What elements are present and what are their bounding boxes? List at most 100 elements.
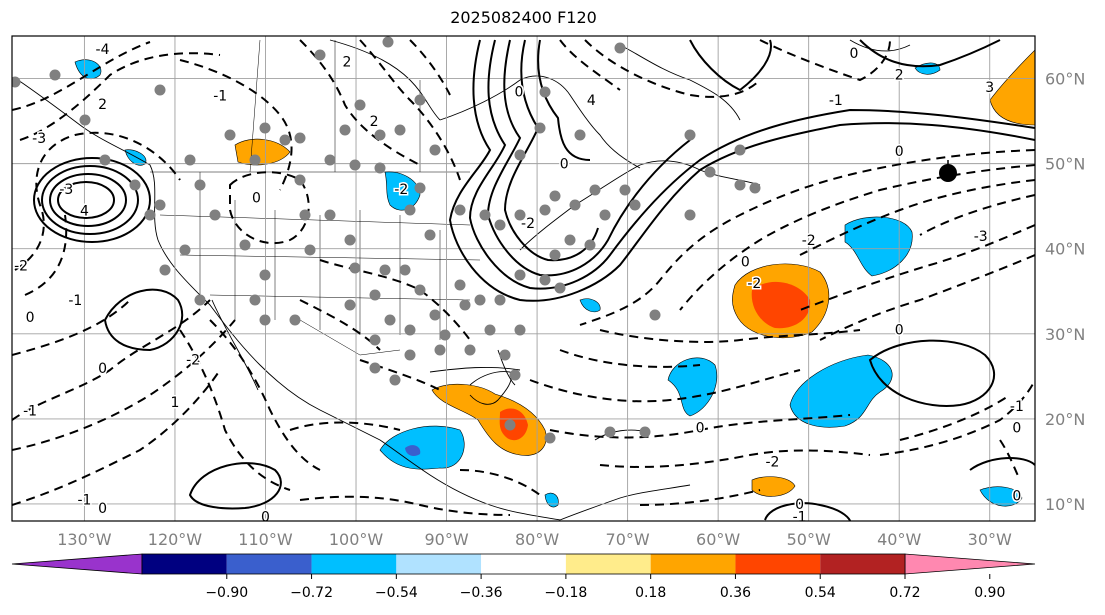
contour-label: 0	[849, 46, 858, 62]
strong-negative-shading	[405, 445, 421, 456]
colorbar-tick-label: 0.54	[805, 585, 836, 601]
station-dot	[454, 279, 466, 291]
station-dot	[539, 274, 551, 286]
longitude-tick-label: 80°W	[515, 530, 559, 549]
longitude-tick-label: 120°W	[148, 530, 203, 549]
station-dot	[374, 129, 386, 141]
colorbar-tick-labels: −0.90 −0.72 −0.54 −0.36 −0.18 0.18 0.36 0.54 0.7…	[205, 574, 1005, 601]
colorbar-under-extension	[11, 553, 143, 575]
station-dot	[369, 334, 381, 346]
station-dot	[484, 324, 496, 336]
station-dot	[404, 204, 416, 216]
station-dot	[589, 184, 601, 196]
colorbar-segment	[565, 554, 651, 574]
station-dot	[194, 179, 206, 191]
longitude-tick-label: 30°W	[968, 530, 1012, 549]
station-dot	[159, 264, 171, 276]
contour-label: -3	[59, 182, 73, 198]
contour-label: -1	[829, 93, 843, 109]
station-dot	[99, 154, 111, 166]
contour-label: -1	[77, 493, 91, 509]
colorbar-over-extension	[904, 553, 1036, 575]
station-dot	[404, 324, 416, 336]
station-dot	[734, 144, 746, 156]
station-dot	[144, 209, 156, 221]
contour-label: -2	[765, 454, 779, 470]
contour-label: 0	[1012, 420, 1021, 436]
station-dot	[414, 284, 426, 296]
station-dot	[404, 349, 416, 361]
station-dot	[454, 204, 466, 216]
station-dot	[79, 114, 91, 126]
longitude-tick-label: 130°W	[57, 530, 112, 549]
station-dot	[414, 182, 426, 194]
station-dot	[439, 329, 451, 341]
colorbar	[11, 553, 1036, 575]
contour-label: -4	[96, 42, 110, 58]
station-dot	[12, 76, 21, 88]
contour-label: 0	[252, 191, 261, 207]
colorbar-tick-label: −0.18	[544, 585, 587, 601]
latitude-tick-label: 10°N	[1045, 495, 1085, 514]
station-dot	[294, 174, 306, 186]
station-dot	[324, 154, 336, 166]
contour-label: 0	[696, 420, 705, 436]
station-dot	[514, 324, 526, 336]
station-dot	[649, 309, 661, 321]
colorbar-tick-label: −0.72	[290, 585, 333, 601]
station-dot	[154, 199, 166, 211]
colorbar-outline	[141, 553, 906, 575]
colorbar-tick-label: −0.54	[375, 585, 418, 601]
station-dot	[209, 209, 221, 221]
negative-contours	[12, 39, 1035, 516]
station-dot	[684, 129, 696, 141]
station-dot	[514, 209, 526, 221]
contour-label: 2	[343, 55, 352, 71]
contour-label: -1	[1010, 399, 1024, 415]
station-dot	[249, 154, 261, 166]
station-dot	[604, 426, 616, 438]
station-dot	[259, 314, 271, 326]
station-dot	[314, 49, 326, 61]
station-dot	[614, 42, 626, 54]
station-dot	[479, 209, 491, 221]
colorbar-segment	[142, 554, 227, 574]
contour-label: 0	[895, 144, 904, 160]
station-dot	[384, 314, 396, 326]
station-dot	[584, 239, 596, 251]
contour-label: 0	[1012, 488, 1021, 504]
colorbar-segment	[396, 554, 482, 574]
station-dot	[349, 159, 361, 171]
station-dot	[429, 309, 441, 321]
latitude-tick-label: 60°N	[1045, 70, 1085, 89]
station-dot	[239, 239, 251, 251]
contour-label: -1	[793, 510, 807, 526]
station-dot	[374, 162, 386, 174]
contour-label: -2	[394, 182, 408, 198]
contour-label: -3	[32, 131, 46, 147]
contour-label: 3	[985, 80, 994, 96]
station-dot	[514, 269, 526, 281]
contour-label: 0	[795, 497, 804, 513]
colorbar-tick-label: 0.36	[720, 585, 751, 601]
longitude-tick-label: 70°W	[606, 530, 650, 549]
colorbar-tick-label: −0.36	[460, 585, 503, 601]
station-dot	[554, 282, 566, 294]
contour-label: 0	[98, 501, 107, 517]
positive-contours	[33, 39, 1035, 521]
contour-label: -2	[747, 276, 761, 292]
contour-label: 2	[370, 114, 379, 130]
station-dot	[549, 249, 561, 261]
station-dot	[294, 132, 306, 144]
station-dot	[304, 244, 316, 256]
colorbar-segment	[650, 554, 736, 574]
station-dot	[534, 122, 546, 134]
station-dot	[569, 199, 581, 211]
longitude-tick-label: 50°W	[787, 530, 831, 549]
colorbar-tick-label: 0.18	[635, 585, 666, 601]
station-dot	[299, 209, 311, 221]
colorbar-segment	[481, 554, 566, 574]
station-dot	[129, 179, 141, 191]
contour-label: 0	[895, 323, 904, 339]
